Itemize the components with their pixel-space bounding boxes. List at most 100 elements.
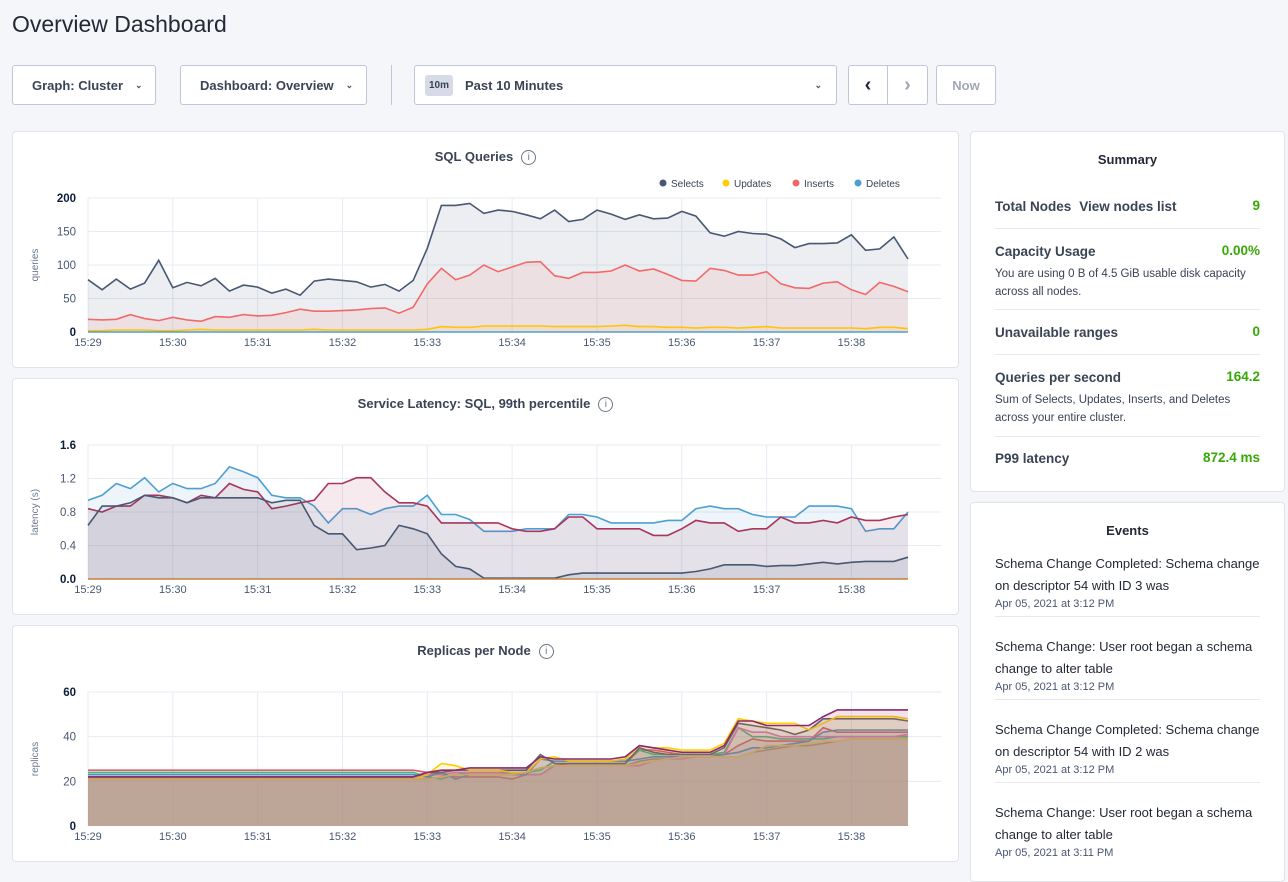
event-date: Apr 05, 2021 at 3:12 PM <box>995 764 1115 776</box>
chevron-right-icon: › <box>904 73 911 96</box>
replicas-chart: 0 20 40 60 15:29 15:30 15:31 15:32 15:33 15:34 15:… <box>30 687 941 843</box>
series-line-updates <box>88 324 909 332</box>
time-range-select[interactable]: 10m Past 10 Minutes ⌄ <box>414 65 837 105</box>
series-area <box>88 738 908 826</box>
graph-select[interactable]: Graph: Cluster ⌄ <box>12 65 156 105</box>
x-tick-label: 15:36 <box>668 584 696 596</box>
y-tick-label: 150 <box>57 227 76 239</box>
graph-select-label: Graph: Cluster <box>32 77 124 93</box>
x-tick-label: 15:37 <box>753 337 781 349</box>
chevron-left-icon: ‹ <box>864 73 872 96</box>
series-line-1 <box>88 726 908 780</box>
series-area <box>88 716 908 826</box>
summary-title: Summary <box>1097 152 1158 167</box>
series-line-selects <box>87 202 909 297</box>
y-tick-label: 0.0 <box>60 574 76 586</box>
x-tick-label: 15:33 <box>414 337 442 349</box>
x-tick-label: 15:38 <box>838 831 866 843</box>
time-range-label: Past 10 Minutes <box>465 77 564 93</box>
legend-marker <box>792 179 800 187</box>
value: 0 <box>1252 324 1260 339</box>
y-tick-label: 0.8 <box>60 507 76 519</box>
event-item[interactable]: Schema Change Completed: Schema change o… <box>995 719 1260 783</box>
summary-card: Summary Total Nodes View nodes list 9 Capa… <box>970 131 1285 492</box>
value: 164.2 <box>1226 369 1260 384</box>
series-area <box>88 477 908 579</box>
event-item[interactable]: Schema Change: User root began a schema … <box>995 636 1260 700</box>
info-icon[interactable]: i <box>538 644 554 660</box>
series-line-1 <box>87 476 909 537</box>
y-tick-label: 200 <box>57 193 76 205</box>
y-tick-label: 1.6 <box>60 440 76 452</box>
series-area <box>88 495 908 579</box>
summary-total-nodes: Total Nodes View nodes list 9 <box>995 198 1260 229</box>
info-icon[interactable]: i <box>521 150 537 166</box>
event-date: Apr 05, 2021 at 3:12 PM <box>995 598 1115 610</box>
chevron-down-icon: ⌄ <box>135 79 143 90</box>
value: 0.00% <box>1221 243 1260 258</box>
y-tick-label: 0 <box>70 821 76 833</box>
page-title: Overview Dashboard <box>12 11 227 37</box>
y-axis-label: queries <box>30 249 41 282</box>
replicas-card: Replicas per Node i 0 20 40 60 15:29 15:30 15:3… <box>12 625 959 862</box>
x-tick-label: 15:34 <box>498 337 526 349</box>
y-axis-label: latency (s) <box>30 489 41 535</box>
series-line-0 <box>87 465 909 533</box>
latency-chart: 0.0 0.4 0.8 1.2 1.6 15:29 15:30 15:31 15:32 15:33… <box>30 440 941 596</box>
event-date: Apr 05, 2021 at 3:11 PM <box>995 847 1114 859</box>
value: 872.4 ms <box>1202 450 1260 465</box>
chart-title-wrap: Replicas per Node i <box>13 643 958 660</box>
event-text: Schema Change Completed: Schema change o… <box>995 722 1260 759</box>
series-area <box>88 466 908 579</box>
x-tick-label: 15:32 <box>329 584 357 596</box>
event-item[interactable]: Schema Change Completed: Schema change o… <box>995 553 1260 617</box>
event-item[interactable]: Schema Change: User root began a schema … <box>995 802 1260 865</box>
x-tick-label: 15:29 <box>74 337 102 349</box>
summary-capacity: Capacity Usage 0.00% You are using 0 B of … <box>995 243 1260 310</box>
info-icon[interactable]: i <box>598 397 614 413</box>
events-card: Events Schema Change Completed: Schema c… <box>970 502 1285 882</box>
series-area <box>88 738 908 826</box>
legend-label-inserts: Inserts <box>804 179 834 190</box>
series-area <box>88 730 908 826</box>
y-tick-label: 0.4 <box>60 541 77 553</box>
chart-title-wrap: Service Latency: SQL, 99th percentile i <box>13 396 958 413</box>
label: P99 latency <box>995 451 1070 466</box>
previous-button[interactable]: ‹ <box>848 65 888 105</box>
time-badge: 10m <box>425 74 454 96</box>
x-tick-label: 15:32 <box>329 337 357 349</box>
x-tick-label: 15:36 <box>668 337 696 349</box>
x-tick-label: 15:31 <box>244 831 272 843</box>
x-tick-label: 15:38 <box>838 584 866 596</box>
x-tick-label: 15:36 <box>668 831 696 843</box>
y-tick-label: 20 <box>63 776 76 788</box>
events-title: Events <box>1106 523 1149 538</box>
x-tick-label: 15:31 <box>244 584 272 596</box>
now-button[interactable]: Now <box>936 65 996 105</box>
legend-label-deletes: Deletes <box>866 179 900 190</box>
y-tick-label: 50 <box>63 294 76 306</box>
chart-title: Replicas per Node <box>417 643 531 658</box>
legend-label-selects: Selects <box>671 179 704 190</box>
summary-unavailable: Unavailable ranges 0 <box>995 324 1260 355</box>
series-line-inserts <box>87 260 909 323</box>
x-tick-label: 15:35 <box>583 337 611 349</box>
event-text: Schema Change Completed: Schema change o… <box>995 556 1260 593</box>
view-nodes-link[interactable]: View nodes list <box>1079 199 1177 214</box>
chart-title: SQL Queries <box>434 149 514 164</box>
description: Sum of Selects, Updates, Inserts, and De… <box>995 394 1231 424</box>
x-tick-label: 15:31 <box>244 337 272 349</box>
dashboard-select[interactable]: Dashboard: Overview ⌄ <box>180 65 367 105</box>
y-tick-label: 40 <box>63 732 76 744</box>
next-button[interactable]: › <box>887 65 928 105</box>
series-area <box>88 727 908 826</box>
x-tick-label: 15:37 <box>753 584 781 596</box>
latency-card: Service Latency: SQL, 99th percentile i 0… <box>12 378 959 615</box>
x-tick-label: 15:29 <box>74 831 102 843</box>
summary-p99: P99 latency 872.4 ms <box>995 450 1260 470</box>
chevron-down-icon: ⌄ <box>814 79 822 90</box>
legend-marker <box>722 179 730 187</box>
label: Total Nodes <box>995 199 1072 214</box>
x-tick-label: 15:35 <box>583 584 611 596</box>
x-tick-label: 15:38 <box>838 337 866 349</box>
